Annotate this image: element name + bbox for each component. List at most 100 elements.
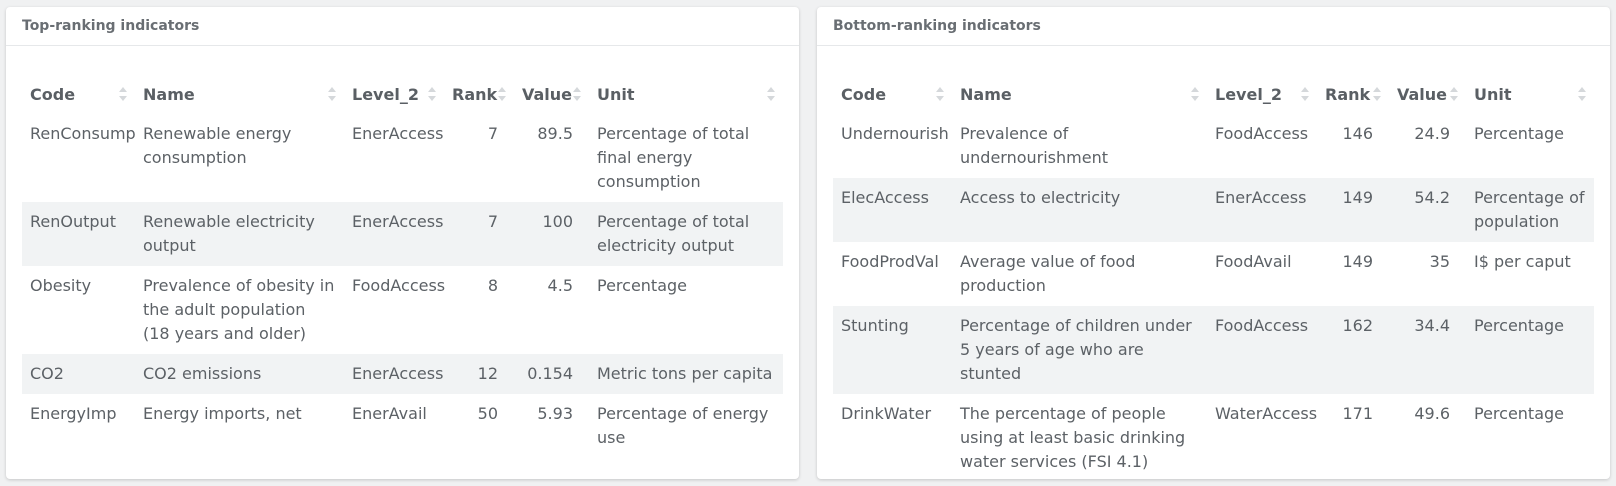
cell-name: Access to electricity: [952, 178, 1207, 242]
bottom-ranking-table: Code Name Level_2 Rank Value Unit Undern…: [833, 74, 1594, 479]
cell-level-2: FoodAccess: [1207, 114, 1317, 178]
cell-unit: Percentage: [1466, 306, 1594, 394]
cell-level-2: EnerAccess: [1207, 178, 1317, 242]
table-row[interactable]: EnergyImp Energy imports, net EnerAvail …: [22, 394, 783, 458]
cell-code: Stunting: [833, 306, 952, 394]
table-row[interactable]: RenConsump Renewable energy consumption …: [22, 114, 783, 202]
sort-icon[interactable]: [328, 87, 336, 101]
cell-value: 24.9: [1389, 114, 1466, 178]
cell-rank: 7: [444, 202, 514, 266]
table-header-row: Code Name Level_2 Rank Value Unit: [833, 74, 1594, 114]
sort-icon[interactable]: [119, 87, 127, 101]
cell-rank: 149: [1317, 178, 1389, 242]
table-row[interactable]: ElecAccess Access to electricity EnerAcc…: [833, 178, 1594, 242]
table-row[interactable]: DrinkWater The percentage of people usin…: [833, 394, 1594, 479]
sort-icon[interactable]: [573, 87, 581, 101]
cell-unit: Percentage: [1466, 394, 1594, 479]
bottom-ranking-panel: Bottom-ranking indicators Code Name Leve…: [817, 7, 1610, 479]
cell-value: 49.6: [1389, 394, 1466, 479]
column-header-unit[interactable]: Unit: [589, 74, 783, 114]
table-row[interactable]: CO2 CO2 emissions EnerAccess 12 0.154 Me…: [22, 354, 783, 394]
table-row[interactable]: FoodProdVal Average value of food produc…: [833, 242, 1594, 306]
cell-value: 100: [514, 202, 589, 266]
cell-unit: Percentage: [589, 266, 783, 354]
cell-level-2: FoodAccess: [344, 266, 445, 354]
cell-level-2: WaterAccess: [1207, 394, 1317, 479]
column-header-level-2[interactable]: Level_2: [344, 74, 444, 114]
sort-icon[interactable]: [936, 87, 944, 101]
panel-title: Top-ranking indicators: [6, 7, 799, 46]
column-header-name[interactable]: Name: [952, 74, 1207, 114]
cell-name: Percentage of children under 5 years of …: [952, 306, 1207, 394]
cell-unit: Percentage of total final energy consump…: [589, 114, 783, 202]
column-header-value[interactable]: Value: [1389, 74, 1466, 114]
cell-code: EnergyImp: [22, 394, 135, 458]
cell-code: CO2: [22, 354, 135, 394]
cell-name: Renewable energy consumption: [135, 114, 344, 202]
cell-code: ElecAccess: [833, 178, 952, 242]
cell-level-2: FoodAccess: [1207, 306, 1317, 394]
cell-value: 54.2: [1389, 178, 1466, 242]
cell-value: 34.4: [1389, 306, 1466, 394]
cell-code: Obesity: [22, 266, 135, 354]
cell-code: RenConsump: [22, 114, 136, 202]
cell-rank: 50: [444, 394, 514, 458]
column-header-level-2[interactable]: Level_2: [1207, 74, 1317, 114]
cell-level-2: FoodAvail: [1207, 242, 1317, 306]
cell-unit: I$ per caput: [1466, 242, 1594, 306]
cell-name: CO2 emissions: [135, 354, 344, 394]
table-header-row: Code Name Level_2 Rank Value Unit: [22, 74, 783, 114]
panel-title: Bottom-ranking indicators: [817, 7, 1610, 46]
top-ranking-panel: Top-ranking indicators Code Name Level_2…: [6, 7, 799, 479]
cell-code: RenOutput: [22, 202, 135, 266]
sort-icon[interactable]: [1578, 87, 1586, 101]
cell-level-2: EnerAvail: [344, 394, 444, 458]
sort-icon[interactable]: [1301, 87, 1309, 101]
cell-code: FoodProdVal: [833, 242, 952, 306]
cell-value: 4.5: [514, 266, 589, 354]
cell-value: 0.154: [514, 354, 589, 394]
cell-name: The percentage of people using at least …: [952, 394, 1207, 479]
cell-name: Prevalence of undernourishment: [952, 114, 1207, 178]
column-header-code[interactable]: Code: [22, 74, 135, 114]
cell-level-2: EnerAccess: [344, 114, 444, 202]
cell-rank: 171: [1317, 394, 1389, 479]
cell-level-2: EnerAccess: [344, 354, 444, 394]
cell-rank: 8: [444, 266, 514, 354]
cell-code: Undernourish: [833, 114, 952, 178]
column-header-name[interactable]: Name: [135, 74, 344, 114]
cell-rank: 162: [1317, 306, 1389, 394]
cell-name: Renewable electricity output: [135, 202, 344, 266]
cell-rank: 7: [444, 114, 514, 202]
cell-unit: Percentage of energy use: [589, 394, 783, 458]
cell-unit: Percentage of total electricity output: [589, 202, 783, 266]
top-ranking-table: Code Name Level_2 Rank Value Unit RenCon…: [22, 74, 783, 458]
sort-icon[interactable]: [1373, 87, 1381, 101]
cell-value: 35: [1389, 242, 1466, 306]
cell-rank: 146: [1317, 114, 1389, 178]
cell-value: 89.5: [514, 114, 589, 202]
sort-icon[interactable]: [428, 87, 436, 101]
column-header-unit[interactable]: Unit: [1466, 74, 1594, 114]
cell-rank: 149: [1317, 242, 1389, 306]
cell-rank: 12: [444, 354, 514, 394]
cell-name: Average value of food production: [952, 242, 1207, 306]
cell-name: Energy imports, net: [135, 394, 344, 458]
cell-code: DrinkWater: [833, 394, 952, 479]
table-row[interactable]: RenOutput Renewable electricity output E…: [22, 202, 783, 266]
table-row[interactable]: Obesity Prevalence of obesity in the adu…: [22, 266, 783, 354]
sort-icon[interactable]: [767, 87, 775, 101]
sort-icon[interactable]: [498, 87, 506, 101]
cell-unit: Metric tons per capita: [589, 354, 783, 394]
column-header-value[interactable]: Value: [514, 74, 589, 114]
sort-icon[interactable]: [1450, 87, 1458, 101]
cell-unit: Percentage: [1466, 114, 1594, 178]
cell-level-2: EnerAccess: [344, 202, 444, 266]
column-header-rank[interactable]: Rank: [444, 74, 514, 114]
cell-name: Prevalence of obesity in the adult popul…: [135, 266, 344, 354]
column-header-code[interactable]: Code: [833, 74, 952, 114]
table-row[interactable]: Stunting Percentage of children under 5 …: [833, 306, 1594, 394]
sort-icon[interactable]: [1191, 87, 1199, 101]
column-header-rank[interactable]: Rank: [1317, 74, 1389, 114]
table-row[interactable]: Undernourish Prevalence of undernourishm…: [833, 114, 1594, 178]
